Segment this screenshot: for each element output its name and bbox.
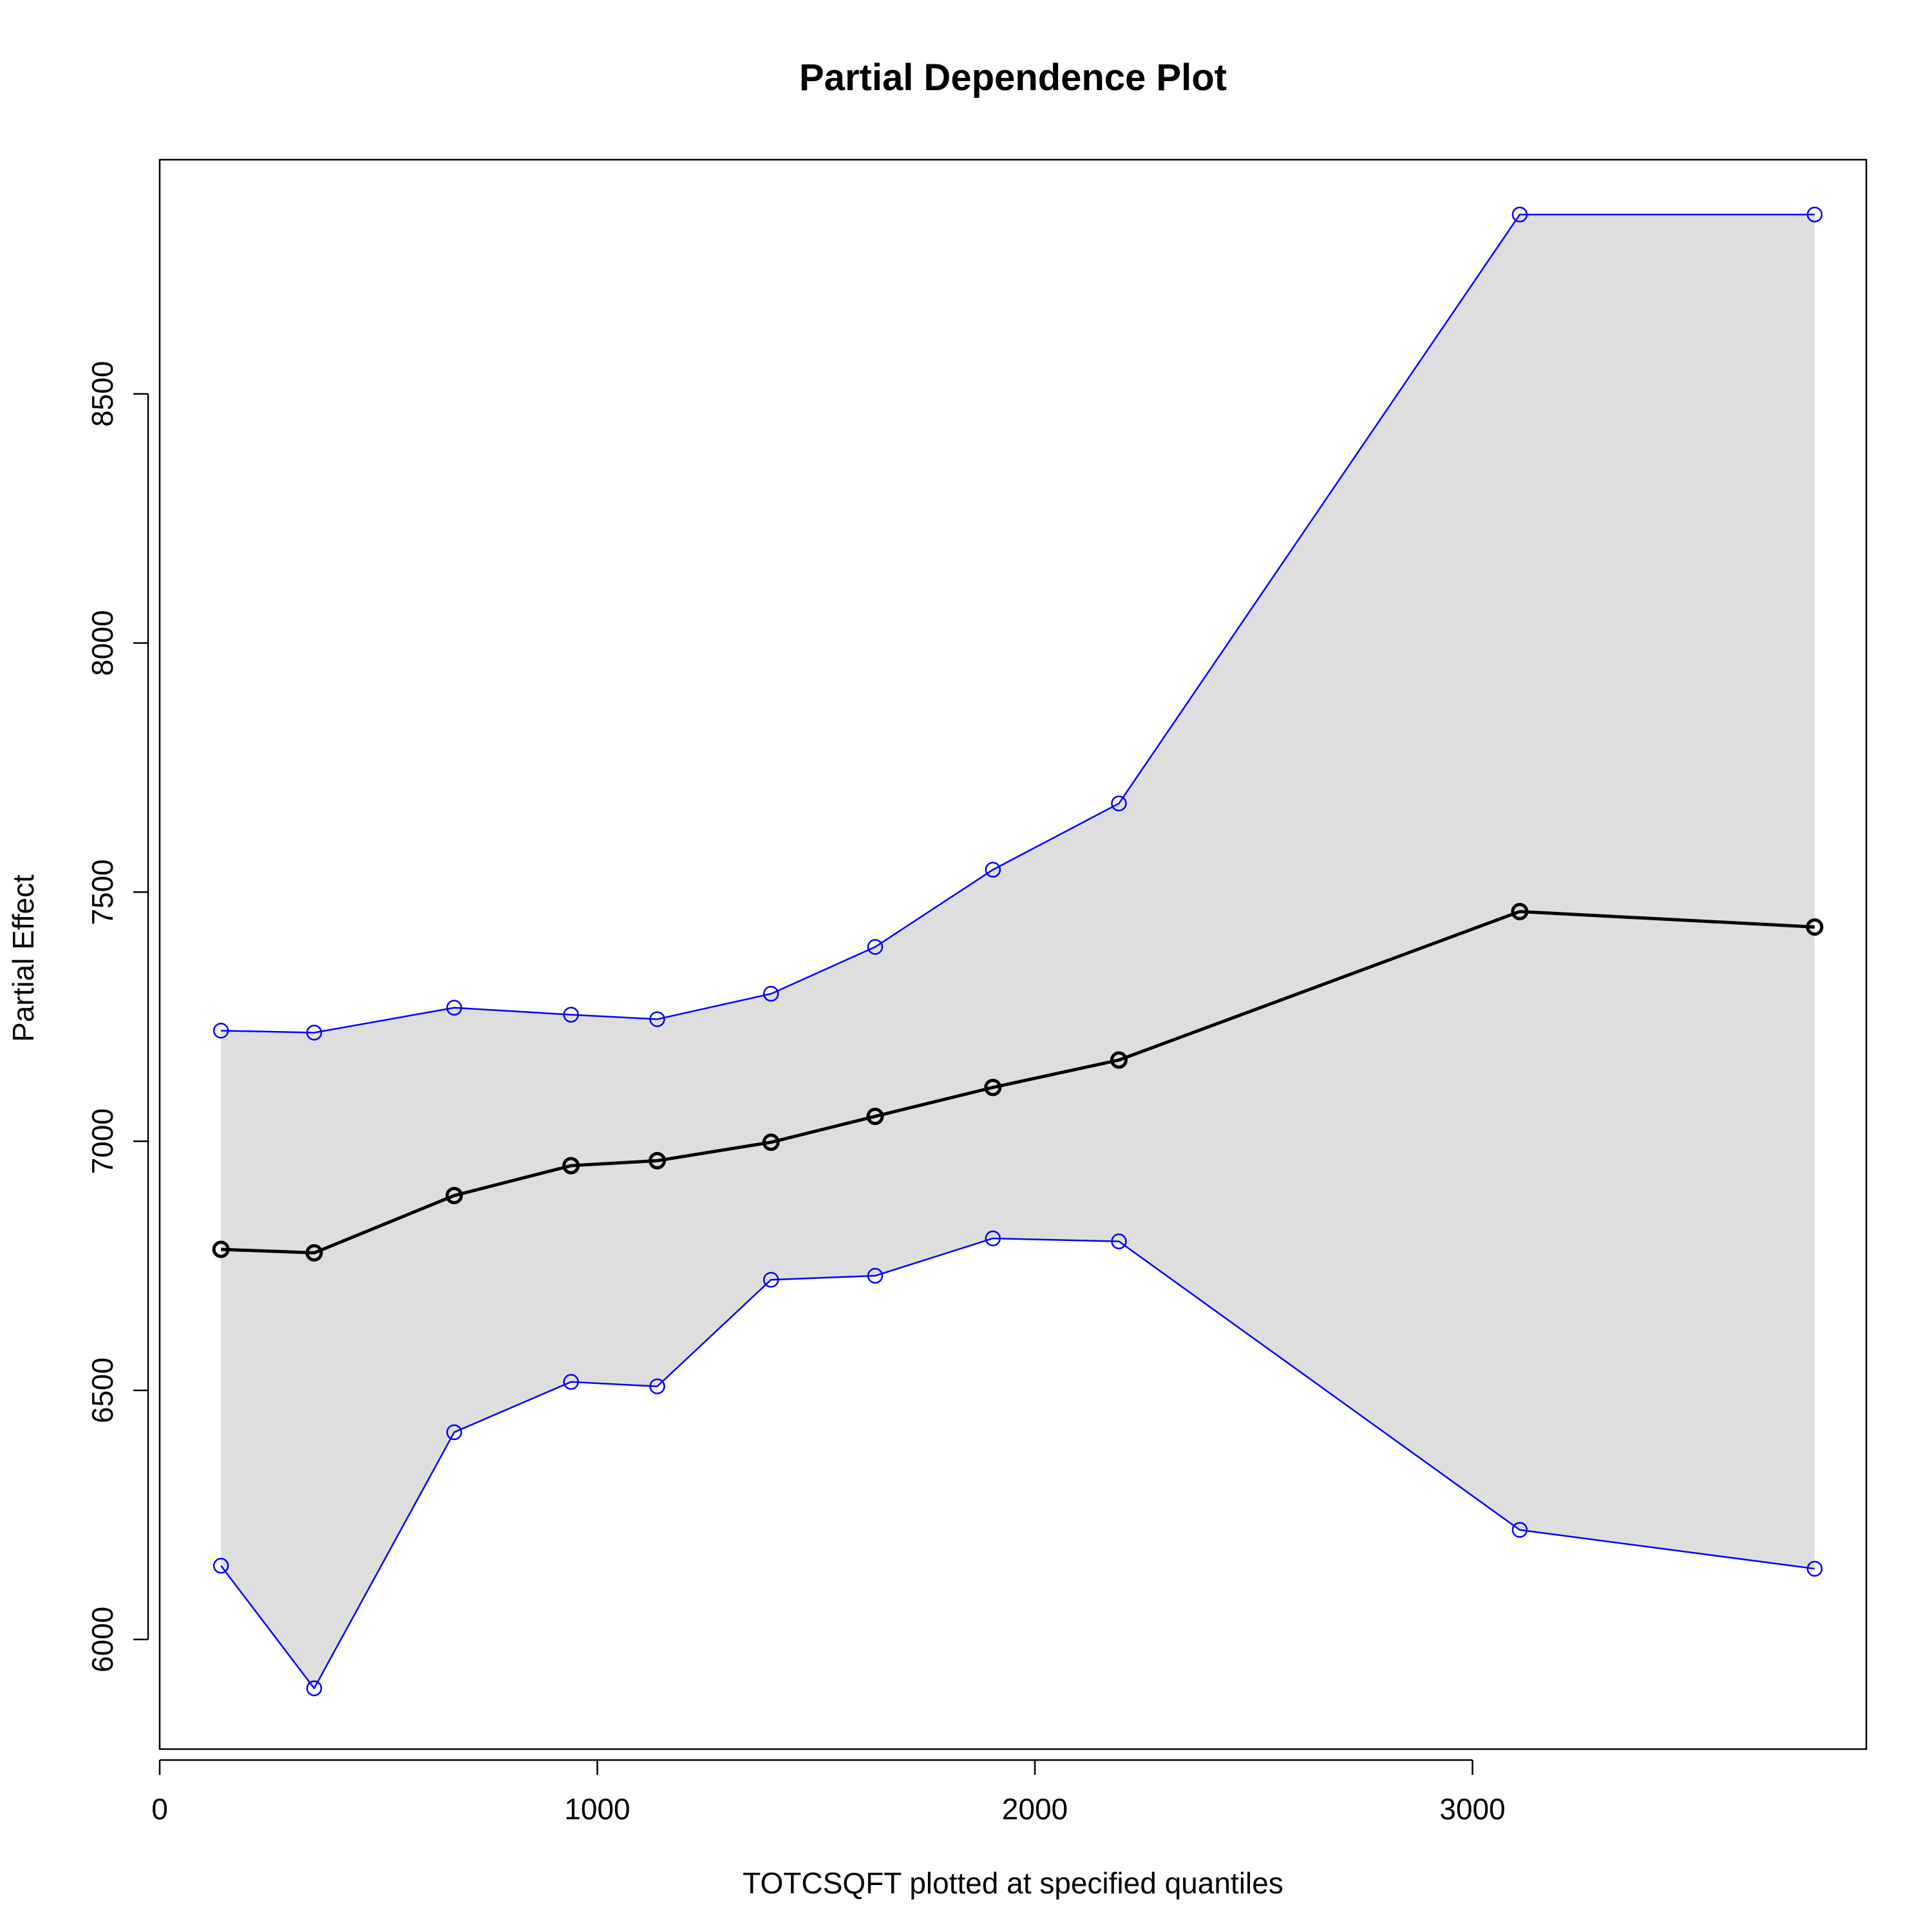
plot-frame xyxy=(158,158,1868,1750)
lower-band-point xyxy=(306,1680,323,1696)
y-tick-label: 6000 xyxy=(86,1607,119,1672)
lower-band-point xyxy=(1806,1560,1823,1577)
partial-effect-point xyxy=(305,1244,323,1262)
lower-band-point xyxy=(1111,1233,1127,1249)
y-axis-label: Partial Effect xyxy=(6,875,40,1042)
partial-effect-point xyxy=(762,1133,780,1151)
partial-effect-point xyxy=(649,1151,667,1170)
lower-band-line xyxy=(220,1237,1815,1689)
partial-effect-point xyxy=(562,1157,580,1175)
partial-effect-point xyxy=(1511,902,1529,920)
partial-effect-point xyxy=(866,1107,884,1125)
upper-band-point xyxy=(1806,206,1823,223)
y-tick-label: 8000 xyxy=(86,610,119,676)
partial-effect-point xyxy=(445,1186,463,1204)
upper-band-point xyxy=(985,862,1001,878)
x-axis-label: TOTCSQFT plotted at specified quantiles xyxy=(743,1866,1283,1900)
axes-layer: 0 1000 2000 3000 6000 6500 7000 7500 8000 8500 xyxy=(86,158,1868,1826)
partial-effect-point xyxy=(1806,918,1824,936)
partial-effect-point xyxy=(1110,1051,1128,1069)
lower-band-point xyxy=(985,1230,1001,1247)
x-tick-label: 1000 xyxy=(564,1792,630,1826)
series-lines-layer xyxy=(220,213,1815,1689)
lower-band-point xyxy=(563,1374,579,1390)
y-tick-label: 8500 xyxy=(86,361,119,426)
lower-band-point xyxy=(446,1424,462,1441)
y-tick-label: 7500 xyxy=(86,859,119,925)
upper-band-point xyxy=(1511,206,1528,223)
x-tick-label: 0 xyxy=(151,1792,168,1826)
upper-band-point xyxy=(762,985,779,1002)
upper-band-point xyxy=(213,1023,229,1039)
upper-band-point xyxy=(563,1007,579,1023)
y-tick-label: 6500 xyxy=(86,1358,119,1423)
series-points-layer xyxy=(212,206,1824,1696)
lower-band-point xyxy=(1511,1522,1528,1538)
confidence-band-layer xyxy=(221,214,1815,1689)
lower-band-point xyxy=(649,1378,665,1395)
lower-band-point xyxy=(213,1558,229,1574)
partial-effect-line xyxy=(221,909,1815,1255)
upper-band-point xyxy=(306,1025,323,1041)
x-tick-label: 2000 xyxy=(1002,1792,1068,1826)
confidence-band-area xyxy=(221,214,1815,1689)
upper-band-point xyxy=(1111,795,1127,811)
y-tick-label: 7000 xyxy=(86,1108,119,1174)
partial-effect-point xyxy=(984,1079,1002,1097)
chart-title: Partial Dependence Plot xyxy=(799,57,1227,99)
upper-band-point xyxy=(867,939,884,955)
upper-band-point xyxy=(446,999,462,1016)
upper-band-point xyxy=(649,1011,665,1027)
upper-band-line xyxy=(221,213,1815,1034)
partial-effect-point xyxy=(212,1240,230,1258)
x-tick-label: 3000 xyxy=(1439,1792,1505,1826)
lower-band-point xyxy=(867,1267,884,1284)
lower-band-point xyxy=(762,1271,779,1288)
